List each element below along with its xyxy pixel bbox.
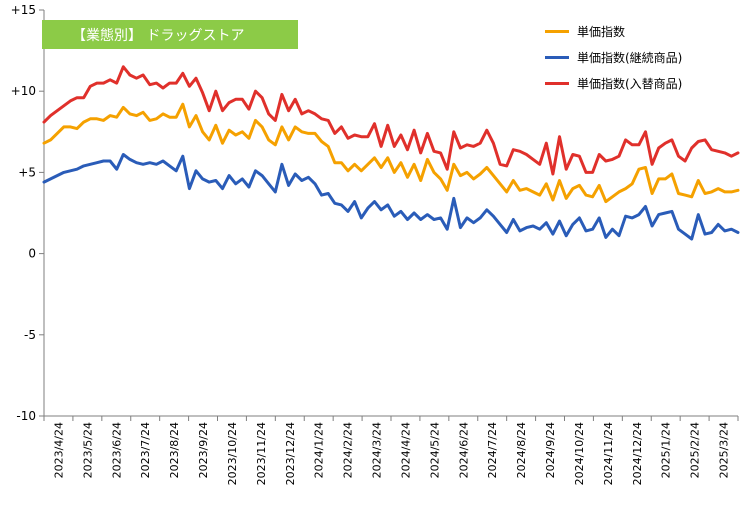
x-tick-label: 2024/3/24: [371, 422, 384, 478]
chart-legend: 単価指数 単価指数(継続商品) 単価指数(入替商品): [545, 18, 735, 96]
legend-label-continuing: 単価指数(継続商品): [577, 50, 683, 65]
legend-swatch-replacement: [545, 81, 569, 85]
legend-item-replacement: 単価指数(入替商品): [545, 70, 735, 96]
x-tick-label: 2023/12/24: [284, 422, 297, 485]
y-tick-label: 0: [28, 247, 36, 261]
x-tick-label: 2024/7/24: [486, 422, 499, 478]
y-tick-label: -10: [16, 409, 36, 423]
category-tag-label: 【業態別】 ドラッグストア: [72, 27, 245, 44]
x-tick-label: 2023/4/24: [52, 422, 65, 478]
series-line-1: [42, 153, 740, 241]
legend-item-unit-price: 単価指数: [545, 18, 735, 44]
x-tick-label: 2024/10/24: [573, 422, 586, 485]
x-tick-label: 2023/10/24: [226, 422, 239, 485]
x-tick-label: 2024/1/24: [313, 422, 326, 478]
legend-swatch-unit-price: [545, 29, 569, 33]
x-tick-label: 2024/8/24: [515, 422, 528, 478]
x-tick-label: 2025/1/24: [660, 422, 673, 478]
x-tick-label: 2024/4/24: [399, 422, 412, 478]
legend-swatch-continuing: [545, 55, 569, 59]
x-tick-label: 2023/5/24: [81, 422, 94, 478]
legend-label-replacement: 単価指数(入替商品): [577, 76, 683, 91]
category-tag: 【業態別】 ドラッグストア: [42, 20, 298, 49]
x-tick-label: 2023/6/24: [110, 422, 123, 478]
x-tick-label: 2024/6/24: [457, 422, 470, 478]
x-tick-label: 2023/8/24: [168, 422, 181, 478]
x-tick-label: 2023/11/24: [255, 422, 268, 485]
x-tick-label: 2025/3/24: [718, 422, 731, 478]
y-tick-label: -5: [24, 328, 36, 342]
series-line-2: [42, 65, 740, 176]
y-tick-label: +15: [11, 3, 36, 17]
x-tick-label: 2024/11/24: [602, 422, 615, 485]
legend-label-unit-price: 単価指数: [577, 24, 626, 39]
y-tick-label: +5: [18, 165, 36, 179]
y-tick-label: +10: [11, 84, 36, 98]
x-tick-label: 2023/7/24: [139, 422, 152, 478]
series-line-0: [42, 102, 740, 204]
x-tick-label: 2024/2/24: [342, 422, 355, 478]
x-tick-label: 2024/12/24: [631, 422, 644, 485]
x-tick-label: 2023/9/24: [197, 422, 210, 478]
x-tick-label: 2025/2/24: [689, 422, 702, 478]
x-tick-label: 2024/9/24: [544, 422, 557, 478]
legend-item-continuing: 単価指数(継続商品): [545, 44, 735, 70]
x-tick-label: 2024/5/24: [428, 422, 441, 478]
